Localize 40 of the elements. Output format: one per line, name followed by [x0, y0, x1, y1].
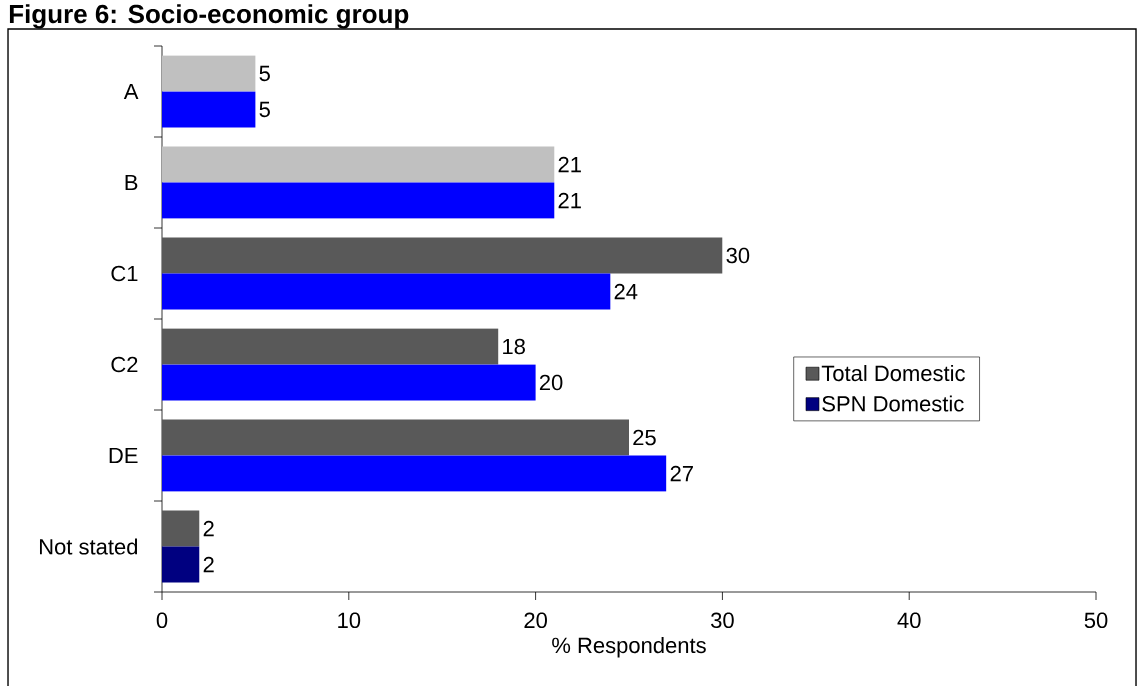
bar [162, 455, 667, 492]
data-label: 5 [259, 65, 270, 82]
x-tick-label: 50 [1084, 612, 1108, 629]
bar [162, 55, 256, 92]
bar [162, 546, 200, 583]
y-tick-label: C1 [111, 265, 138, 282]
data-label: 21 [558, 192, 581, 209]
bar [162, 328, 499, 365]
bar [162, 510, 200, 547]
data-label: 24 [614, 283, 638, 300]
y-tick-label: C2 [111, 356, 138, 373]
bar [162, 419, 630, 456]
x-axis-title: % Respondents [552, 636, 706, 658]
y-tick-label: DE [109, 447, 138, 464]
data-label: 20 [539, 374, 563, 391]
data-label: 2 [203, 520, 214, 537]
data-label: 18 [503, 338, 525, 355]
legend-label: Total Domestic [821, 364, 965, 382]
y-tick-label: Not stated [39, 538, 138, 555]
bar [162, 273, 611, 310]
bar [162, 146, 555, 183]
bar [162, 237, 723, 274]
bar [162, 364, 536, 401]
data-label: 25 [633, 429, 656, 446]
x-tick-label: 40 [897, 612, 921, 629]
bar [162, 91, 256, 128]
y-tick-label: B [125, 174, 138, 191]
data-label: 27 [670, 465, 693, 482]
chart-title: Figure 6: Socio-economic group [9, 4, 409, 29]
y-tick-label: A [123, 83, 139, 100]
data-label: 2 [203, 556, 214, 573]
data-label: 21 [558, 156, 581, 173]
data-label: 5 [259, 101, 270, 118]
x-tick-label: 20 [524, 612, 547, 629]
x-tick-label: 30 [711, 612, 734, 629]
x-tick-label: 0 [156, 612, 168, 629]
legend-label: SPN Domestic [822, 395, 964, 412]
x-tick-label: 10 [338, 612, 361, 629]
data-label: 30 [726, 247, 750, 264]
bar [162, 182, 555, 219]
